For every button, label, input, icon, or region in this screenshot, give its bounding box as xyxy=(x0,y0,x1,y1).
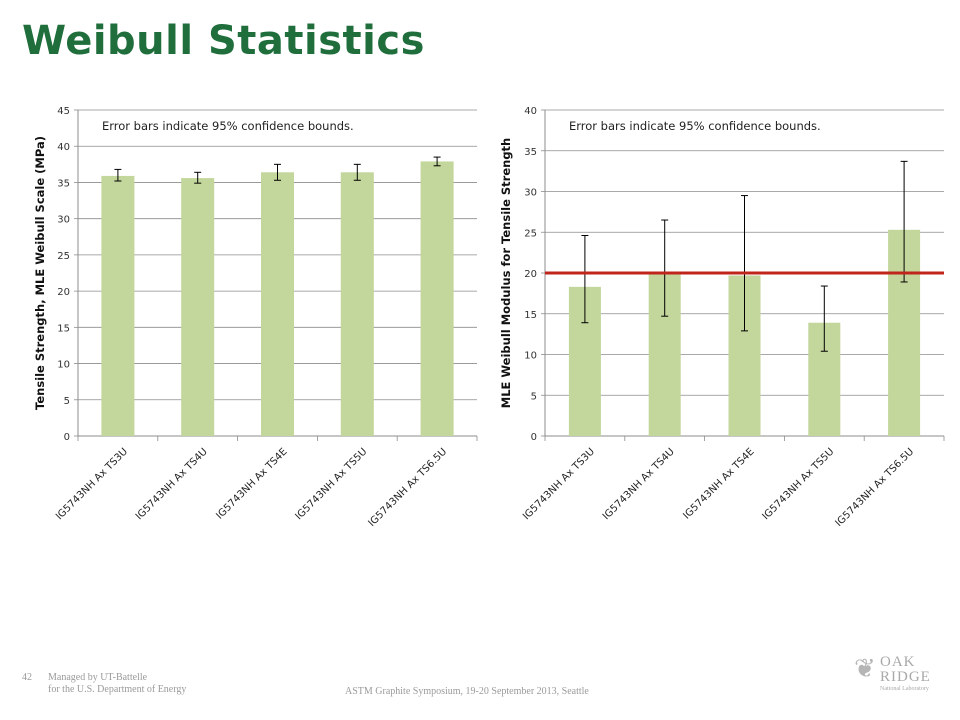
chart1-y-tick-label: 20 xyxy=(57,287,70,298)
chart2-y-tick-label: 10 xyxy=(524,351,537,362)
chart2-y-tick-label: 20 xyxy=(524,269,537,280)
chart2-category-label: IG5743NH Ax TS3U xyxy=(521,446,597,522)
slide-title: Weibull Statistics xyxy=(22,18,425,64)
chart2-category-label: IG5743NH Ax TS4U xyxy=(601,446,677,522)
managed-by-line1: Managed by UT-Battelle xyxy=(48,672,148,683)
chart1-bar xyxy=(420,161,454,437)
chart1-y-tick-label: 25 xyxy=(57,251,70,262)
page-number: 42 xyxy=(22,672,32,683)
chart1-bar xyxy=(340,172,374,436)
chart2-y-axis-label: MLE Weibull Modulus for Tensile Strength xyxy=(499,138,513,408)
chart2-annotation: Error bars indicate 95% confidence bound… xyxy=(569,119,821,133)
chart1-y-tick-label: 5 xyxy=(64,396,70,407)
managed-by-text: Managed by UT-Battelle for the U.S. Depa… xyxy=(48,672,186,696)
chart2-category-label: IG5743NH Ax TS5U xyxy=(760,446,836,522)
chart1-bar xyxy=(181,178,215,436)
logo-lab-text: National Laboratory xyxy=(880,686,929,692)
chart1-y-tick-label: 30 xyxy=(57,215,70,226)
chart1-y-tick-label: 10 xyxy=(57,360,70,371)
chart1-y-tick-label: 45 xyxy=(57,106,70,117)
chart1-y-tick-label: 35 xyxy=(57,178,70,189)
chart2-y-tick-label: 40 xyxy=(524,106,537,117)
chart2-y-tick-label: 0 xyxy=(531,432,537,443)
chart2-y-tick-label: 25 xyxy=(524,228,537,239)
chart1-y-axis-label: Tensile Strength, MLE Weibull Scale (MPa… xyxy=(33,136,47,410)
chart2-y-tick-label: 5 xyxy=(531,391,537,402)
chart1-category-label: IG5743NH Ax TS3U xyxy=(54,446,130,522)
chart1-category-label: IG5743NH Ax TS4E xyxy=(214,446,289,521)
chart1-bar xyxy=(101,175,135,436)
ornl-logo: ❦ OAK RIDGE National Laboratory xyxy=(854,654,940,694)
logo-oak-text: OAK xyxy=(880,654,916,670)
chart1-y-tick-label: 0 xyxy=(64,432,70,443)
chart2-y-tick-label: 30 xyxy=(524,188,537,199)
chart1-annotation: Error bars indicate 95% confidence bound… xyxy=(102,119,354,133)
chart1-bar xyxy=(261,172,294,436)
chart2-y-tick-label: 15 xyxy=(524,310,537,321)
chart2-y-tick-label: 35 xyxy=(524,147,537,158)
chart1-category-label: IG5743NH Ax TS4U xyxy=(134,446,210,522)
oak-leaf-icon: ❦ xyxy=(854,654,876,683)
logo-ridge-text: RIDGE xyxy=(880,669,931,685)
chart1-y-tick-label: 15 xyxy=(57,323,70,334)
managed-by-line2: for the U.S. Department of Energy xyxy=(48,684,187,695)
chart2-category-label: IG5743NH Ax TS4E xyxy=(681,446,756,521)
chart1-category-label: IG5743NH Ax TS5U xyxy=(293,446,369,522)
chart1-category-label: IG5743NH Ax TS6.5U xyxy=(367,446,450,529)
conference-footer: ASTM Graphite Symposium, 19-20 September… xyxy=(345,686,589,697)
chart1-y-tick-label: 40 xyxy=(57,142,70,153)
chart2-category-label: IG5743NH Ax TS6.5U xyxy=(834,446,917,529)
